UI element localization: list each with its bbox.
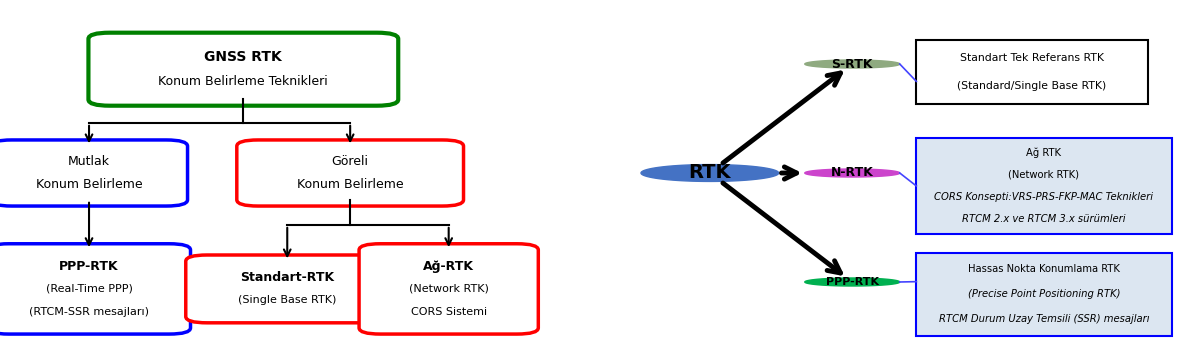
Text: (Standard/Single Base RTK): (Standard/Single Base RTK): [958, 81, 1106, 91]
Text: PPP-RTK: PPP-RTK: [826, 277, 878, 287]
Text: N-RTK: N-RTK: [831, 166, 874, 180]
Text: PPP-RTK: PPP-RTK: [59, 260, 119, 273]
FancyBboxPatch shape: [0, 140, 188, 206]
Text: Ağ-RTK: Ağ-RTK: [424, 260, 474, 273]
Text: RTCM 2.x ve RTCM 3.x sürümleri: RTCM 2.x ve RTCM 3.x sürümleri: [963, 214, 1125, 224]
Text: CORS Konsepti:VRS-PRS-FKP-MAC Teknikleri: CORS Konsepti:VRS-PRS-FKP-MAC Teknikleri: [934, 192, 1154, 202]
Text: Standart Tek Referans RTK: Standart Tek Referans RTK: [960, 53, 1104, 63]
Polygon shape: [805, 60, 900, 68]
Text: Konum Belirleme: Konum Belirleme: [36, 178, 142, 191]
Text: (Real-Time PPP): (Real-Time PPP): [45, 284, 133, 294]
FancyBboxPatch shape: [916, 40, 1148, 104]
Text: (Network RTK): (Network RTK): [408, 284, 489, 294]
FancyBboxPatch shape: [236, 140, 463, 206]
Text: (Precise Point Positioning RTK): (Precise Point Positioning RTK): [967, 289, 1121, 299]
Text: RTCM Durum Uzay Temsili (SSR) mesajları: RTCM Durum Uzay Temsili (SSR) mesajları: [939, 314, 1149, 324]
Text: CORS Sistemi: CORS Sistemi: [411, 307, 487, 317]
FancyBboxPatch shape: [185, 255, 389, 323]
Text: Konum Belirleme: Konum Belirleme: [297, 178, 404, 191]
Text: (RTCM-SSR mesajları): (RTCM-SSR mesajları): [28, 307, 150, 317]
Text: Standart-RTK: Standart-RTK: [240, 271, 335, 284]
Text: Hassas Nokta Konumlama RTK: Hassas Nokta Konumlama RTK: [969, 264, 1119, 274]
Text: (Single Base RTK): (Single Base RTK): [239, 295, 336, 306]
Polygon shape: [805, 169, 900, 177]
FancyBboxPatch shape: [358, 244, 538, 334]
Polygon shape: [805, 278, 900, 286]
FancyBboxPatch shape: [0, 244, 190, 334]
Polygon shape: [641, 165, 779, 181]
Text: (Network RTK): (Network RTK): [1009, 170, 1079, 180]
Text: RTK: RTK: [688, 164, 731, 182]
Text: GNSS RTK: GNSS RTK: [204, 49, 283, 64]
Text: Ağ RTK: Ağ RTK: [1027, 147, 1061, 158]
Text: Göreli: Göreli: [331, 155, 369, 168]
FancyBboxPatch shape: [916, 138, 1172, 234]
Text: Konum Belirleme Teknikleri: Konum Belirleme Teknikleri: [158, 75, 329, 88]
FancyBboxPatch shape: [916, 253, 1172, 336]
Text: Mutlak: Mutlak: [68, 155, 110, 168]
Text: S-RTK: S-RTK: [832, 57, 872, 71]
FancyBboxPatch shape: [88, 33, 399, 106]
